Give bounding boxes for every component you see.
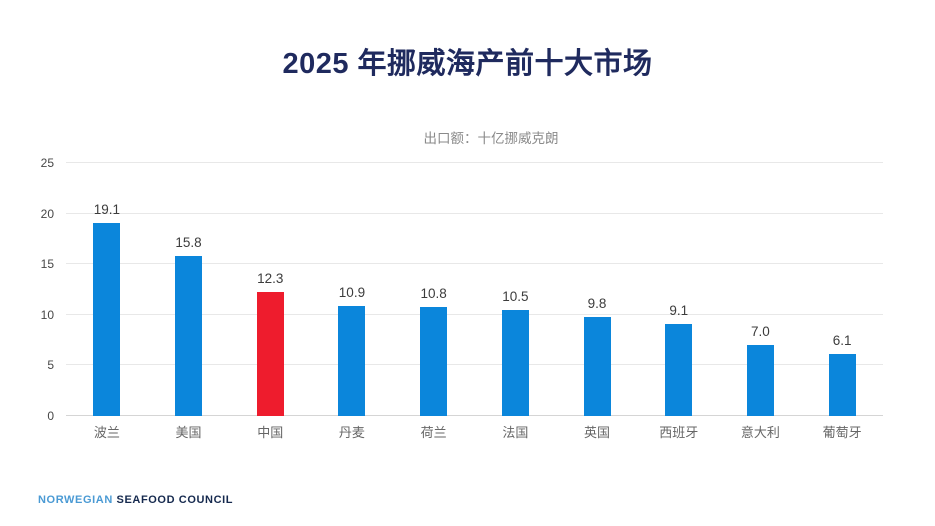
gridline <box>66 364 883 366</box>
y-axis-tick-label: 0 <box>47 409 54 423</box>
bar-中国 <box>256 291 284 416</box>
x-axis-category-label: 波兰 <box>93 425 120 440</box>
bar-英国 <box>583 316 611 416</box>
value-label: 19.1 <box>93 201 120 217</box>
bar-西班牙 <box>665 323 693 416</box>
x-axis-category-label: 法国 <box>502 425 529 440</box>
nsc-logo-norwegian: NORWEGIAN <box>38 494 113 506</box>
value-label: 9.1 <box>669 302 689 318</box>
bar-美国 <box>175 256 203 416</box>
x-axis-category-label: 意大利 <box>740 425 780 440</box>
bar-波兰 <box>93 222 121 416</box>
bar-chart: 0 5 10 15 20 25 19.1 波兰 15.8 美国 12.3 中国 10.9 丹麦 10.8 荷兰… <box>41 156 883 440</box>
bar-法国 <box>501 309 529 416</box>
chart-subtitle: 出口额：十亿挪威克朗 <box>423 131 559 146</box>
nsc-logo-seafood-council: SEAFOOD COUNCIL <box>116 494 234 506</box>
gridline <box>66 415 883 416</box>
bar-荷兰 <box>420 306 448 416</box>
value-label: 7.0 <box>751 324 770 340</box>
gridline <box>66 212 883 214</box>
y-axis-tick-label: 15 <box>40 257 54 272</box>
title-year: 2025 <box>282 48 349 80</box>
gridline <box>66 162 883 163</box>
value-label: 10.8 <box>420 285 447 301</box>
x-axis-category-label: 英国 <box>584 425 611 440</box>
gridline <box>66 263 883 265</box>
value-label: 12.3 <box>257 270 284 286</box>
x-axis-category-label: 中国 <box>257 425 284 440</box>
y-axis-tick-label: 5 <box>47 358 54 373</box>
value-label: 9.8 <box>587 295 607 311</box>
y-axis-tick-label: 10 <box>40 307 54 322</box>
nsc-logo: NORWEGIAN SEAFOOD COUNCIL <box>38 494 233 506</box>
x-axis-category-label: 西班牙 <box>659 425 699 440</box>
title-text: 年挪威海产前十大市场 <box>357 48 653 80</box>
y-axis-tick-label: 20 <box>40 206 54 221</box>
bar-葡萄牙 <box>828 354 856 416</box>
value-label: 10.9 <box>338 284 366 300</box>
y-axis-tick-label: 25 <box>40 156 54 170</box>
gridline <box>66 313 883 315</box>
bar-意大利 <box>746 345 774 416</box>
chart-title: 2025 年挪威海产前十大市场 <box>0 40 935 82</box>
bar-丹麦 <box>338 305 366 416</box>
x-axis-category-label: 丹麦 <box>338 425 365 440</box>
x-axis-category-label: 美国 <box>175 425 202 440</box>
value-label: 15.8 <box>175 235 202 251</box>
x-axis-category-label: 葡萄牙 <box>822 425 862 440</box>
value-label: 10.5 <box>502 288 529 304</box>
value-label: 6.1 <box>832 333 852 349</box>
x-axis-category-label: 荷兰 <box>420 425 447 440</box>
